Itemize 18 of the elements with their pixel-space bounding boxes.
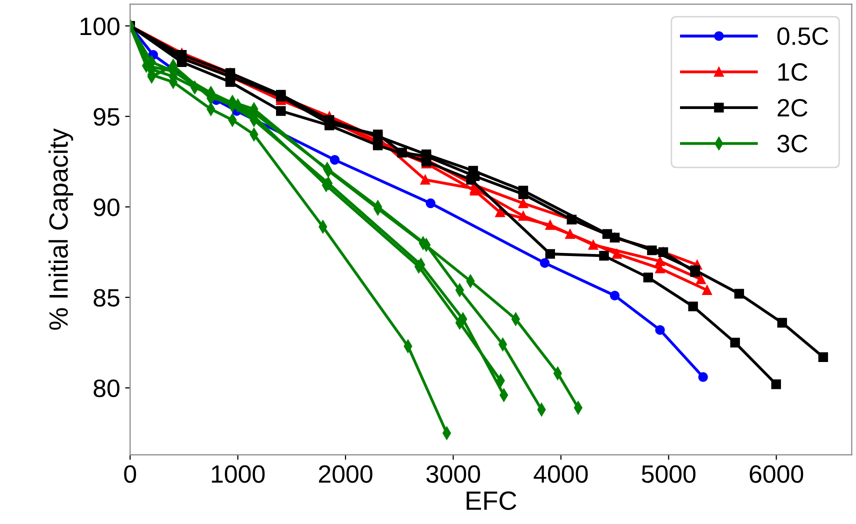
y-tick-label: 80: [94, 379, 120, 398]
y-tick-label: 100: [80, 18, 120, 36]
y-tick-label: 90: [94, 198, 120, 216]
y-tick-label: 85: [94, 288, 120, 307]
x-tick-label: 3000: [426, 465, 480, 483]
y-tick-label: 95: [94, 108, 120, 126]
x-axis-title: EFC: [466, 491, 516, 510]
legend-label: 0.5C: [777, 27, 828, 46]
legend-label: 2C: [778, 98, 808, 117]
x-tick-label: 4000: [534, 465, 588, 483]
legend-label: 3C: [777, 134, 808, 152]
legend-label: 1C: [778, 63, 808, 81]
x-tick-label: 2000: [318, 465, 372, 483]
y-axis-title: % Initial Capacity: [48, 128, 74, 330]
x-tick-label: 6000: [750, 465, 804, 483]
x-tick-label: 5000: [642, 465, 696, 483]
x-tick-label: 1000: [212, 465, 265, 483]
x-tick-label: 0: [124, 465, 136, 483]
